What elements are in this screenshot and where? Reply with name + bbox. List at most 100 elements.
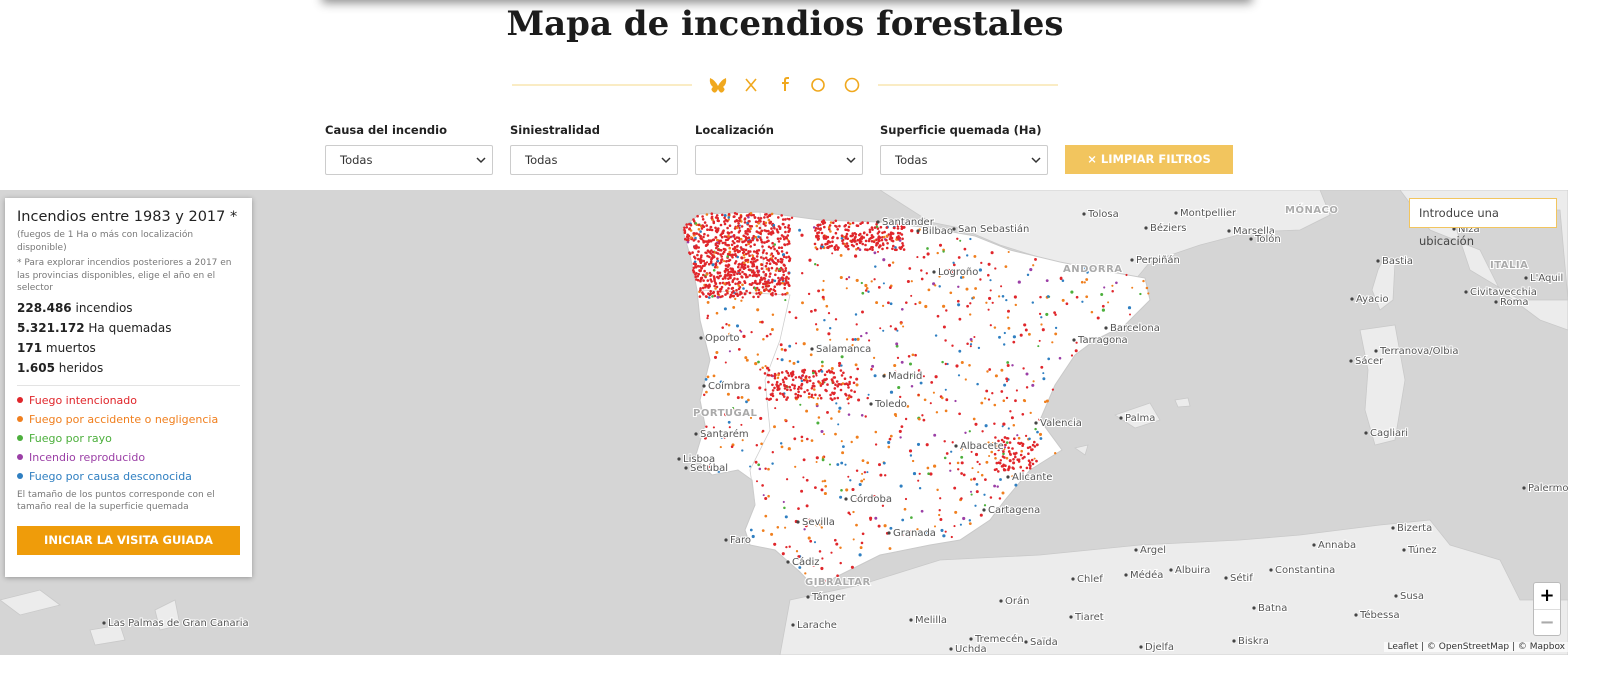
fire-dot	[694, 257, 697, 260]
clear-filters-button[interactable]: × LIMPIAR FILTROS	[1065, 145, 1233, 174]
fire-dot	[771, 293, 774, 297]
filter-select[interactable]: Todas	[510, 145, 678, 175]
fire-dot	[729, 295, 732, 299]
fire-dot	[783, 243, 787, 247]
bluesky-icon[interactable]	[709, 78, 727, 93]
fire-dot	[919, 381, 923, 385]
fire-dot	[777, 281, 780, 285]
fire-dot	[977, 471, 980, 474]
fire-dot	[979, 278, 982, 281]
zoom-out[interactable]: −	[1534, 609, 1560, 636]
fire-dot	[785, 236, 788, 240]
fire-dot	[1040, 323, 1043, 326]
fire-dot	[845, 242, 849, 245]
fire-dot	[1125, 273, 1128, 277]
fire-dot	[773, 372, 777, 376]
fire-dot	[715, 251, 718, 254]
fire-dot	[754, 235, 758, 239]
filter-select[interactable]: Todas	[325, 145, 493, 175]
tour-button[interactable]: INICIAR LA VISITA GUIADA	[17, 525, 240, 555]
fire-dot	[768, 262, 772, 266]
fire-dot	[694, 266, 698, 269]
fire-dot	[815, 523, 818, 527]
fire-dot	[871, 248, 874, 251]
fire-dot	[684, 237, 687, 241]
zoom-in[interactable]: +	[1539, 585, 1555, 606]
place-marker	[1312, 543, 1316, 547]
fire-dot	[733, 277, 736, 280]
fire-dot	[1086, 270, 1089, 274]
fire-dot	[730, 445, 734, 448]
fire-dot	[963, 247, 967, 251]
place-marker	[1252, 606, 1256, 610]
fire-dot	[779, 260, 783, 264]
x-icon[interactable]	[745, 78, 757, 92]
fire-dot	[815, 460, 818, 464]
fire-dot	[894, 246, 897, 249]
fire-dot	[888, 547, 892, 550]
facebook-icon[interactable]	[782, 77, 789, 91]
fire-dot	[863, 471, 867, 474]
whatsapp-icon[interactable]	[844, 77, 860, 93]
fire-dot	[781, 218, 785, 221]
fire-dot	[699, 288, 702, 292]
place-marker	[1130, 258, 1134, 262]
place-marker	[876, 220, 880, 224]
fire-dot	[885, 226, 889, 229]
fire-dot	[836, 228, 839, 231]
fire-dot	[700, 227, 704, 230]
fire-dot	[770, 266, 774, 270]
fire-dot	[716, 290, 720, 294]
fire-dot	[1034, 257, 1037, 261]
fire-dot	[767, 218, 771, 222]
fire-dot	[999, 459, 1003, 462]
fire-dot	[849, 513, 852, 516]
mastodon-icon[interactable]	[811, 78, 825, 92]
fire-dot	[776, 376, 780, 380]
fire-dot	[780, 214, 783, 217]
fire-dot	[856, 497, 859, 500]
fire-dot	[847, 225, 851, 229]
fire-dot	[829, 397, 833, 400]
fire-dot	[703, 221, 707, 224]
fire-dot	[882, 243, 885, 247]
filter: Localización	[695, 123, 863, 175]
fire-dot	[907, 532, 910, 535]
fire-dot	[761, 529, 765, 532]
fire-dot	[727, 263, 731, 267]
fire-dot	[984, 478, 987, 481]
filter-select[interactable]: Todas	[880, 145, 1048, 175]
fire-dot	[778, 387, 781, 390]
fire-dot	[772, 245, 775, 248]
filter-value: Todas	[340, 153, 373, 167]
fire-dot	[858, 233, 861, 237]
fire-dot	[1026, 446, 1030, 450]
fire-dot	[773, 376, 777, 380]
fire-dot	[1061, 279, 1065, 282]
fire-dot	[880, 238, 884, 242]
fire-dot	[697, 240, 700, 243]
fire-dot	[826, 242, 829, 246]
fire-dot	[784, 292, 787, 296]
fire-dot	[732, 407, 735, 410]
fire-dot	[703, 269, 706, 273]
fire-dot	[773, 425, 776, 429]
fire-dot	[728, 246, 731, 250]
location-search[interactable]: Introduce una ubicación	[1409, 198, 1557, 248]
fire-dot	[732, 247, 735, 251]
fire-dot	[938, 285, 941, 288]
fire-dot	[777, 246, 781, 249]
fire-dot	[810, 395, 813, 399]
fire-dot	[716, 295, 720, 299]
fire-dot	[944, 409, 948, 413]
fire-dot	[787, 272, 791, 275]
fire-dot	[994, 446, 998, 450]
fire-dot	[766, 281, 769, 285]
fire-dot	[782, 380, 785, 384]
fire-dot	[1025, 466, 1029, 470]
filter-select[interactable]	[695, 145, 863, 175]
fire-dot	[736, 396, 740, 400]
fire-dot	[723, 216, 726, 220]
fire-dot	[763, 277, 767, 280]
